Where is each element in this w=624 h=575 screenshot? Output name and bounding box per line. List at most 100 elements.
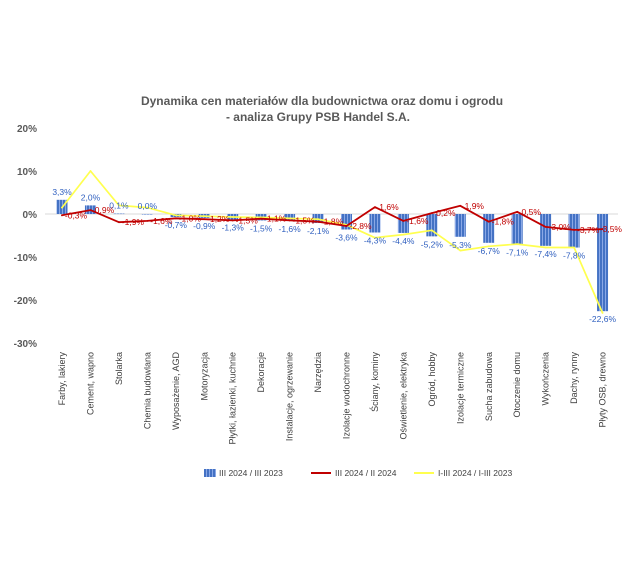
red-line-data-label: -1,1%	[264, 214, 287, 224]
bar-data-label: -22,6%	[589, 314, 616, 324]
red-line-data-label: -1,5%	[292, 215, 315, 225]
bar-data-label: -1,6%	[278, 224, 301, 234]
red-line-data-label: -1,9%	[122, 217, 145, 227]
x-tick-label: Motoryzacja	[199, 352, 209, 401]
yellow-series-line-point	[288, 217, 291, 220]
x-tick-label: Farby, lakiery	[57, 352, 67, 406]
y-tick-label: -10%	[14, 253, 37, 264]
bar	[540, 214, 552, 246]
yellow-series-line-point	[374, 236, 376, 239]
red-line-data-label: 0,9%	[95, 205, 115, 215]
red-line-data-label: 1,6%	[379, 202, 399, 212]
red-series-line-point	[345, 225, 348, 227]
yellow-series-line-point	[174, 214, 177, 217]
legend-label-bar: III 2024 / III 2023	[219, 468, 283, 478]
red-line-data-label: -1,2%	[207, 214, 230, 224]
bar-data-label: -5,3%	[449, 240, 472, 250]
red-line-data-label: -3,5%	[600, 224, 623, 234]
bar-data-label: -7,1%	[506, 248, 529, 258]
yellow-series-line-point	[317, 218, 319, 221]
x-tick-label: Otoczenie domu	[512, 352, 522, 418]
red-line-data-label: -1,8%	[321, 217, 344, 227]
yellow-series-line-point	[118, 204, 120, 207]
x-tick-label: Cement, wapno	[85, 352, 95, 415]
x-tick-label: Ogród, hobby	[427, 352, 437, 407]
x-tick-label: Izolacje wodochronne	[342, 352, 352, 439]
red-line-data-label: -3,0%	[549, 222, 572, 232]
y-tick-label: 20%	[17, 124, 37, 135]
x-axis: Farby, lakiery Cement, wapno Stolarka Chemi…	[57, 352, 608, 445]
red-line-data-label: -3,7%	[577, 225, 600, 235]
red-line-data-label: -0,3%	[65, 210, 88, 220]
bar-data-label: -2,1%	[307, 226, 330, 236]
bar-data-label: -1,3%	[222, 223, 245, 233]
yellow-series-line-point	[601, 312, 604, 314]
bar-data-label: -7,8%	[563, 251, 586, 261]
red-series-line-point	[231, 219, 234, 222]
bar	[426, 214, 438, 237]
chart-title: Dynamika cen materiałów dla budownictwa …	[141, 94, 503, 108]
x-tick-label: Narzędzia	[313, 352, 323, 393]
red-series-line-point	[61, 214, 63, 217]
red-series-line-point	[89, 209, 92, 212]
red-series-line-point	[317, 220, 319, 223]
y-axis: 20% 10% 0% -10% -20% -30%	[14, 124, 37, 350]
x-tick-label: Wykończenia	[541, 352, 551, 405]
bar	[113, 213, 125, 215]
red-series-line-point	[174, 217, 177, 220]
red-line-data-label: 1,9%	[465, 201, 485, 211]
bar	[511, 214, 523, 245]
y-tick-label: -30%	[14, 339, 37, 350]
x-tick-label: Dachy, rynny	[569, 352, 579, 404]
red-series-line-point	[516, 210, 519, 213]
red-series-line-point	[146, 219, 149, 222]
yellow-series-line-point	[146, 206, 149, 209]
bar	[454, 214, 466, 237]
yellow-series-line	[61, 170, 604, 314]
bar-data-label: -7,4%	[535, 249, 558, 259]
legend-item-red-line: III 2024 / II 2024	[311, 468, 397, 478]
yellow-series-line-point	[61, 206, 63, 209]
yellow-series-line-point	[203, 215, 206, 218]
bar	[597, 214, 609, 312]
yellow-series-line-point	[544, 246, 547, 249]
red-series-line	[61, 204, 604, 231]
bar	[397, 214, 409, 233]
yellow-series-line-point	[231, 216, 234, 218]
red-series-line-point	[459, 204, 462, 207]
bar-data-label: -4,3%	[364, 235, 387, 245]
bar-data-label: -3,6%	[335, 232, 358, 242]
yellow-series-line-point	[516, 243, 519, 246]
red-line-data-label: -1,5%	[236, 215, 259, 225]
x-tick-label: Stolarka	[114, 352, 124, 385]
x-tick-label: Oświetlenie, elektryka	[398, 352, 408, 440]
red-series-line-point	[374, 206, 376, 209]
red-line-data-label: -1,0%	[179, 213, 202, 223]
bar-data-label: -6,7%	[478, 246, 501, 256]
legend-label-yellow-line: I-III 2024 / I-III 2023	[438, 468, 512, 478]
red-series-line-point	[118, 221, 120, 224]
bar-data-label: 0,1%	[109, 201, 129, 211]
legend-bar-swatch	[204, 469, 216, 477]
red-line-data-label: -1,8%	[492, 217, 515, 227]
yellow-series-line-point	[402, 233, 405, 236]
red-line-data-label: -2,8%	[349, 221, 372, 231]
red-series-line-point	[544, 226, 547, 228]
x-tick-label: Sucha zabudowa	[484, 352, 494, 421]
red-line-data-label: 0,2%	[436, 208, 456, 218]
bar	[483, 214, 495, 243]
bar-data-label: -1,5%	[250, 223, 273, 233]
y-tick-label: -20%	[14, 296, 37, 307]
x-tick-label: Wyposażenie, AGD	[171, 352, 181, 430]
legend-item-yellow-line: I-III 2024 / I-III 2023	[414, 468, 512, 478]
y-tick-label: 10%	[17, 167, 37, 178]
bar-data-label: -0,9%	[193, 221, 216, 231]
x-tick-label: Izolacje termiczne	[455, 352, 465, 424]
bar-data-label: 0,0%	[138, 201, 158, 211]
red-line-data-label: 0,5%	[522, 207, 542, 217]
chart-subtitle: - analiza Grupy PSB Handel S.A.	[226, 110, 410, 124]
yellow-series-line-point	[430, 229, 433, 232]
red-line-data-label: -1,6%	[150, 216, 173, 226]
legend: III 2024 / III 2023 III 2024 / II 2024 I…	[204, 468, 512, 478]
x-tick-label: Instalacje, ogrzewanie	[285, 352, 295, 441]
